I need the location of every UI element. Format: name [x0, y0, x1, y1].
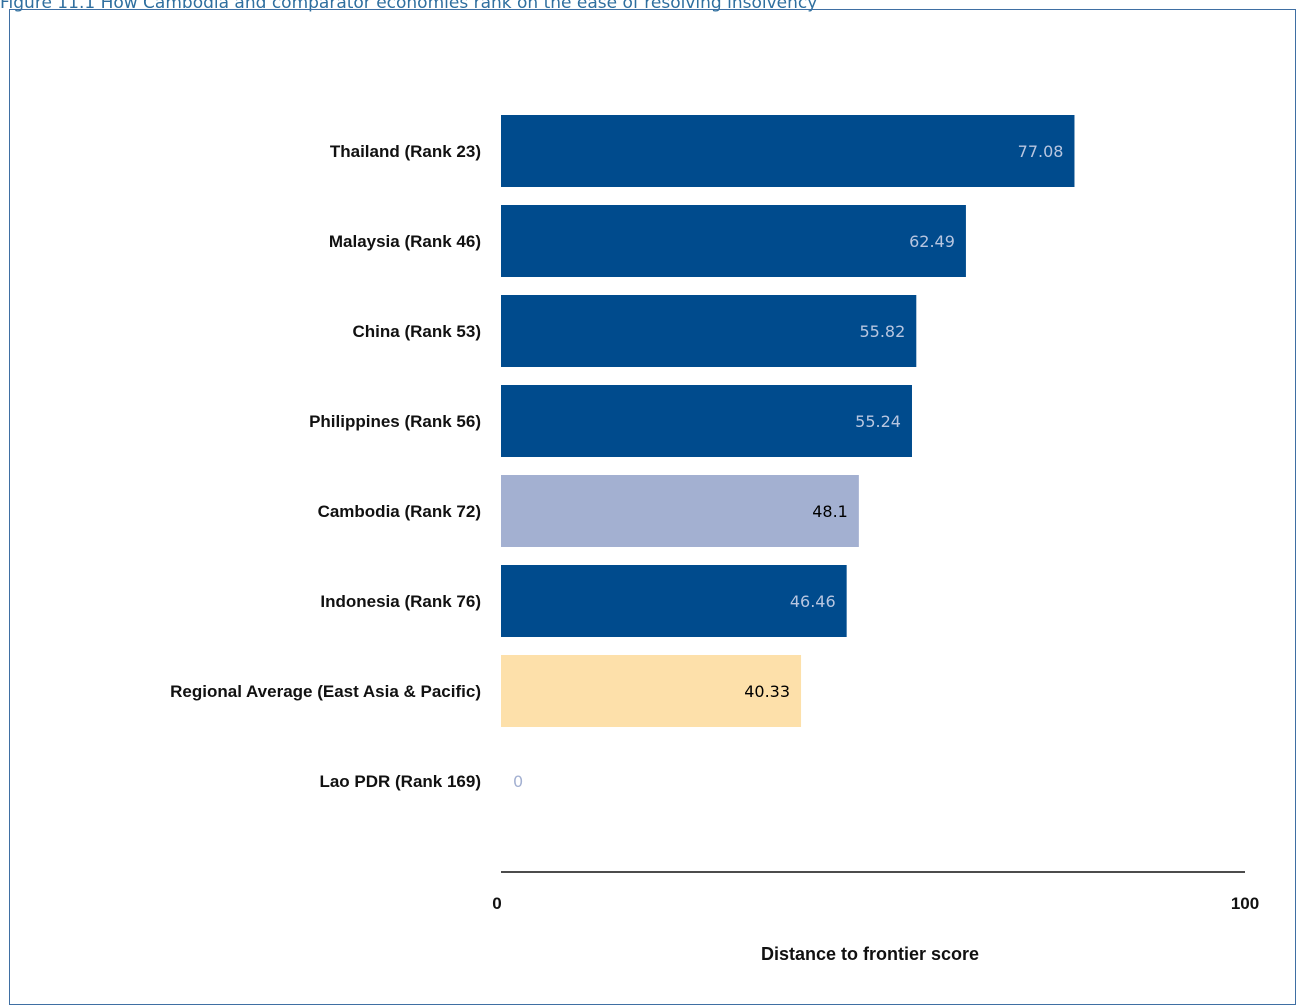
category-label: Malaysia (Rank 46) [329, 232, 481, 251]
bar [501, 475, 859, 547]
data-label: 62.49 [909, 232, 955, 251]
category-label: Thailand (Rank 23) [330, 142, 481, 161]
bar [501, 565, 847, 637]
data-label: 46.46 [790, 592, 836, 611]
x-tick-label-max: 100 [1231, 894, 1259, 913]
bar [501, 655, 802, 727]
x-axis-title: Distance to frontier score [761, 944, 979, 964]
bar [501, 115, 1075, 187]
category-label: Indonesia (Rank 76) [320, 592, 481, 611]
category-label: Lao PDR (Rank 169) [319, 772, 481, 791]
category-label: Philippines (Rank 56) [309, 412, 481, 431]
data-label: 55.82 [859, 322, 905, 341]
category-label: Cambodia (Rank 72) [318, 502, 481, 521]
x-tick-label-min: 0 [492, 894, 501, 913]
data-label: 77.08 [1018, 142, 1064, 161]
data-label: 0 [513, 772, 523, 791]
data-label: 55.24 [855, 412, 901, 431]
bar [501, 205, 966, 277]
category-label: China (Rank 53) [353, 322, 481, 341]
data-label: 40.33 [744, 682, 790, 701]
bar [501, 295, 917, 367]
category-label: Regional Average (East Asia & Pacific) [170, 682, 481, 701]
bar [501, 385, 912, 457]
data-label: 48.1 [812, 502, 848, 521]
